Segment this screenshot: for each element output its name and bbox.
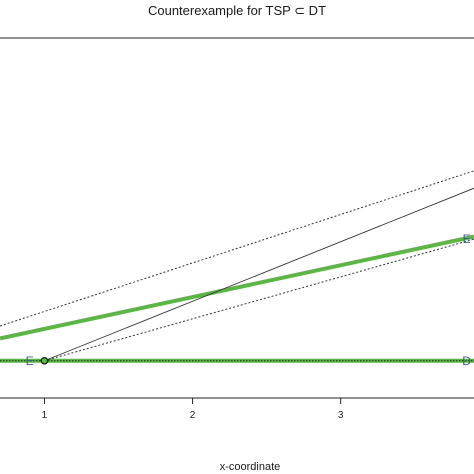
plot-frame <box>0 37 474 399</box>
x-axis-ticks: 1 2 3 <box>42 398 344 421</box>
chart-line-thick-green <box>0 234 474 341</box>
chart-line-thin-solid <box>44 187 474 362</box>
x-tick-label: 2 <box>190 410 196 421</box>
point-label: D <box>462 354 471 368</box>
point-label: E <box>463 232 471 246</box>
x-axis-label: x-coordinate <box>220 461 281 473</box>
chart-title: Counterexample for TSP ⊂ DT <box>148 3 326 18</box>
chart-lines <box>0 170 474 363</box>
data-point <box>40 356 49 365</box>
x-tick-label: 1 <box>42 410 48 421</box>
x-tick-label: 3 <box>338 410 344 421</box>
chart-points: E E D <box>26 232 472 368</box>
chart-line-dotted <box>0 170 474 327</box>
point-label: E <box>26 354 34 368</box>
chart-line-dotted <box>44 238 474 362</box>
